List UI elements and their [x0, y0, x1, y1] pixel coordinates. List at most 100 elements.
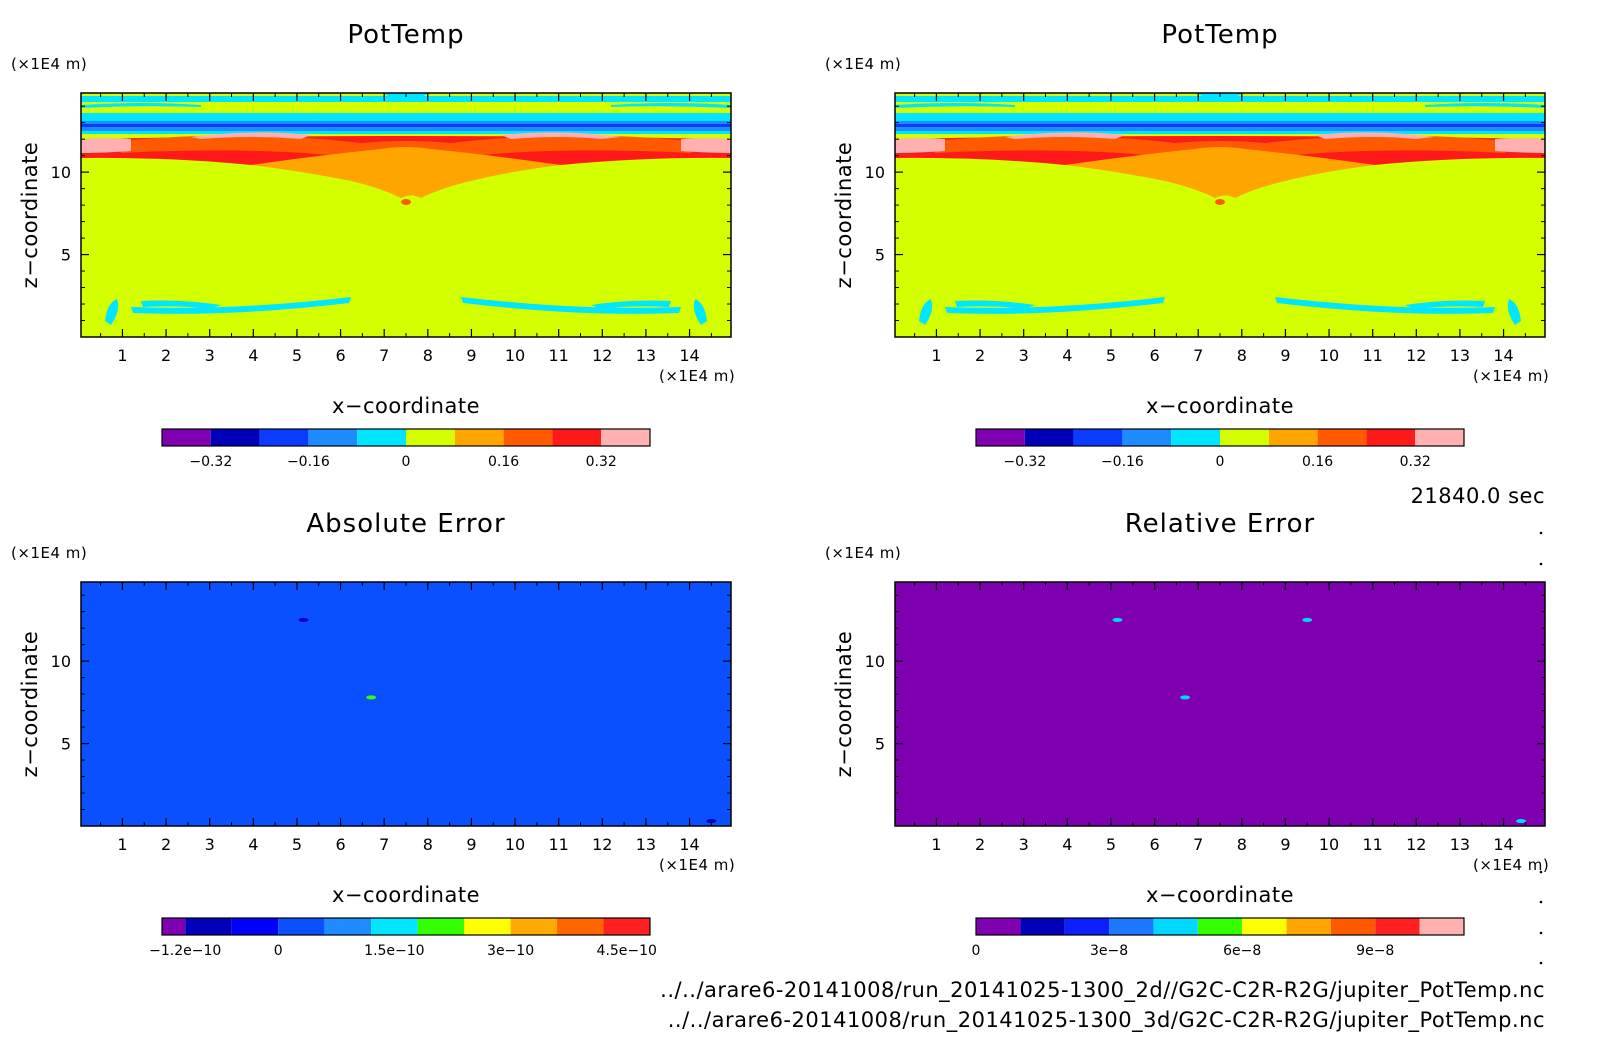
- x-tick-label: 3: [1019, 835, 1029, 854]
- colorbar-swatch: [1419, 918, 1464, 935]
- warmest-patches: [1005, 132, 1435, 139]
- field-background: [895, 582, 1545, 826]
- z-unit-label: (×1E4 m): [825, 544, 901, 562]
- contour-field: [81, 93, 731, 337]
- panel-pottemp-2d: PotTemp (×1E4 m) 1 2 3 4 5 6 7 8 9 10 11 12 13 14510 …: [11, 20, 735, 470]
- x-tick-label: 2: [161, 346, 171, 365]
- colorbar-frame: [975, 917, 1465, 936]
- colorbar-swatch: [976, 429, 1025, 446]
- colorbar-tick-label: −0.32: [189, 454, 232, 470]
- x-tick-label: 4: [1062, 835, 1072, 854]
- x-tick-label: 9: [1280, 835, 1290, 854]
- cool-streaks: [81, 103, 731, 108]
- x-tick-label: 4: [248, 835, 258, 854]
- x-tick-label: 11: [549, 835, 569, 854]
- time-stamp: 21840.0 sec: [1411, 484, 1545, 508]
- x-tick-label: 8: [423, 835, 433, 854]
- x-tick-label: 7: [379, 835, 389, 854]
- error-spot: [1112, 617, 1123, 622]
- colorbar-swatch: [503, 429, 553, 446]
- x-tick-label: 3: [205, 346, 215, 365]
- cool-arcs: [945, 297, 1495, 314]
- x-tick-label: 1: [931, 346, 941, 365]
- z-tick-label: 5: [875, 246, 885, 265]
- colorbar-swatch: [1330, 918, 1376, 935]
- x-axis-label: x−coordinate: [332, 883, 480, 907]
- x-tick-label: 5: [292, 835, 302, 854]
- colorbar-frame: [161, 428, 651, 447]
- colorbar-swatch: [162, 918, 186, 935]
- colorbar-swatch: [210, 429, 260, 446]
- x-axis-label: x−coordinate: [332, 394, 480, 418]
- colorbar-swatch: [371, 918, 418, 935]
- colorbar-tick-label: 0.32: [586, 454, 617, 470]
- cool-band: [895, 113, 1545, 121]
- x-tick-label: 10: [505, 835, 525, 854]
- z-tick-label: 5: [61, 735, 71, 754]
- x-tick-label: 12: [592, 835, 612, 854]
- x-tick-label: 7: [1193, 346, 1203, 365]
- x-tick-label: 4: [248, 346, 258, 365]
- x-tick-label: 14: [679, 835, 699, 854]
- error-spot: [1302, 617, 1313, 622]
- colorbar-tick-label: 9e−8: [1356, 943, 1394, 959]
- x-tick-label: 2: [975, 835, 985, 854]
- colorbar-frame: [161, 917, 651, 936]
- colorbar-swatch: [162, 429, 211, 446]
- x-tick-label: 8: [1237, 835, 1247, 854]
- footer-file-path-1: ../../arare6-20141008/run_20141025-1300_…: [660, 978, 1545, 1003]
- colorbar-swatch: [406, 429, 455, 446]
- x-tick-label: 6: [1149, 346, 1159, 365]
- thin-cool-band: [81, 96, 731, 102]
- colorbar-tick-label: 0: [274, 943, 283, 959]
- x-tick-label: 4: [1062, 346, 1072, 365]
- error-spot: [366, 695, 377, 700]
- x-unit-label: (×1E4 m): [1473, 367, 1549, 385]
- warm-core: [935, 135, 1505, 155]
- colorbar: −0.32 −0.16 0 0.16 0.32: [975, 428, 1465, 470]
- colorbar-swatch: [510, 918, 558, 935]
- footer-file-path-2: ../../arare6-20141008/run_20141025-1300_…: [668, 1008, 1545, 1033]
- plume-tip: [1215, 199, 1225, 205]
- colorbar-tick-label: −0.16: [287, 454, 330, 470]
- colorbar-tick-label: 0.16: [488, 454, 519, 470]
- x-tick-label: 3: [205, 835, 215, 854]
- panel-pottemp-3d: PotTemp (×1E4 m) 1 2 3 4 5 6 7 8 9 10 11 12 13 14510 …: [825, 20, 1549, 470]
- colorbar: −0.32 −0.16 0 0.16 0.32: [161, 428, 651, 470]
- x-tick-label: 10: [1319, 835, 1339, 854]
- colorbar-tick-label: 4.5e−10: [597, 943, 657, 959]
- x-unit-label: (×1E4 m): [659, 856, 735, 874]
- panel-title: PotTemp: [1161, 20, 1278, 50]
- x-tick-label: 12: [592, 346, 612, 365]
- colorbar-swatch: [464, 918, 511, 935]
- colorbar-swatch: [185, 918, 232, 935]
- x-tick-label: 1: [931, 835, 941, 854]
- colorbar-tick-label: 0: [402, 454, 411, 470]
- z-tick-label: 10: [865, 163, 885, 182]
- x-tick-label: 10: [505, 346, 525, 365]
- y-axis-label: z−coordinate: [832, 142, 856, 289]
- colorbar-swatch: [557, 918, 604, 935]
- x-tick-label: 7: [1193, 835, 1203, 854]
- colorbar-swatch: [1171, 429, 1220, 446]
- cool-streaks: [895, 103, 1545, 108]
- colorbar-tick-label: −0.16: [1101, 454, 1144, 470]
- central-plume: [1065, 147, 1375, 198]
- y-axis-label: z−coordinate: [18, 631, 42, 778]
- contour-field: [895, 93, 1545, 337]
- colorbar-swatch: [357, 429, 406, 446]
- x-tick-label: 6: [1149, 835, 1159, 854]
- colorbar-swatch: [231, 918, 279, 935]
- x-tick-label: 12: [1406, 346, 1426, 365]
- colorbar-tick-label: −0.32: [1003, 454, 1046, 470]
- colorbar-swatch: [454, 429, 504, 446]
- x-tick-label: 8: [1237, 346, 1247, 365]
- colorbar-swatch: [1073, 429, 1123, 446]
- z-tick-label: 10: [51, 652, 71, 671]
- x-tick-label: 11: [549, 346, 569, 365]
- colorbar-swatch: [1064, 918, 1110, 935]
- x-tick-label: 5: [1106, 346, 1116, 365]
- contour-field: [895, 582, 1545, 826]
- panel-title: Relative Error: [1125, 509, 1316, 539]
- x-tick-label: 9: [466, 835, 476, 854]
